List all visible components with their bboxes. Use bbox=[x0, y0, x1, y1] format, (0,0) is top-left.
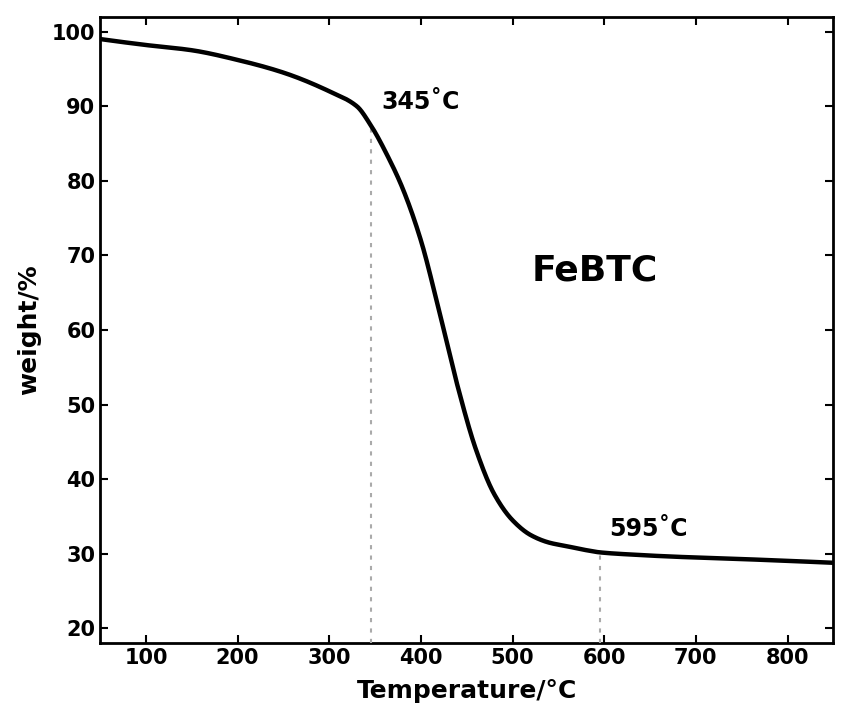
Text: 345˚C: 345˚C bbox=[382, 90, 460, 114]
X-axis label: Temperature/°C: Temperature/°C bbox=[356, 680, 577, 703]
Text: FeBTC: FeBTC bbox=[532, 253, 658, 287]
Y-axis label: weight/%: weight/% bbox=[17, 265, 41, 395]
Text: 595˚C: 595˚C bbox=[609, 517, 688, 541]
